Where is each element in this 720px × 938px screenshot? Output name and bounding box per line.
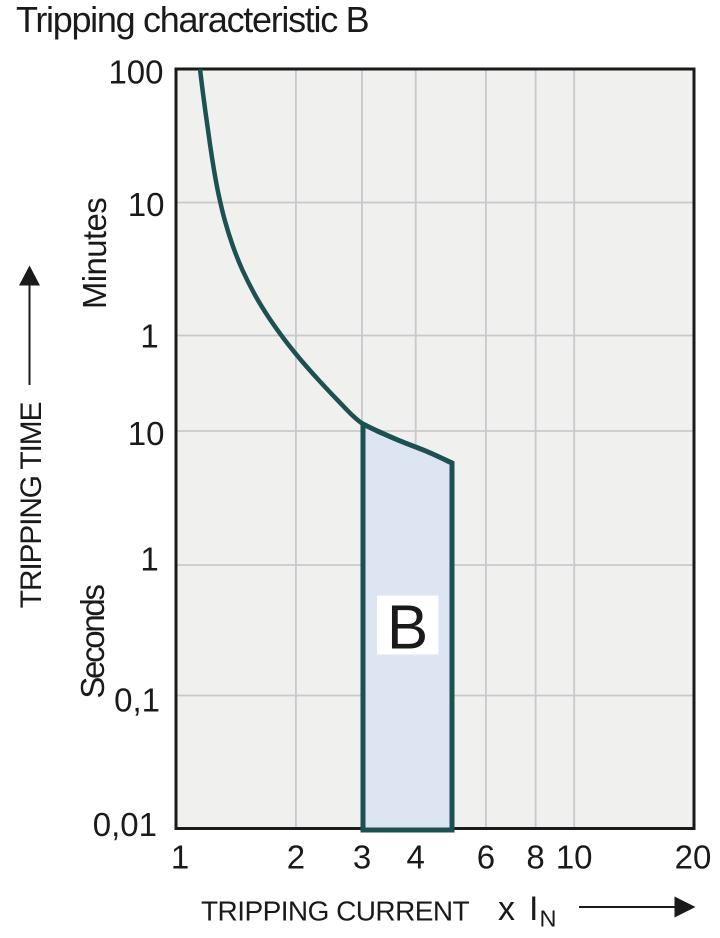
svg-text:I: I (529, 890, 538, 928)
svg-text:10: 10 (128, 186, 165, 223)
svg-text:1: 1 (140, 318, 158, 355)
svg-text:10: 10 (556, 839, 593, 876)
svg-text:100: 100 (108, 54, 163, 91)
svg-text:Seconds: Seconds (74, 585, 111, 699)
svg-text:1: 1 (140, 541, 158, 578)
svg-text:x: x (498, 890, 515, 928)
svg-text:B: B (387, 594, 428, 663)
svg-text:6: 6 (477, 839, 495, 876)
svg-text:Minutes: Minutes (76, 198, 113, 309)
svg-text:TRIPPING TIME: TRIPPING TIME (15, 403, 48, 609)
svg-text:Tripping characteristic B: Tripping characteristic B (16, 0, 369, 40)
svg-text:2: 2 (287, 839, 305, 876)
svg-text:TRIPPING CURRENT: TRIPPING CURRENT (201, 896, 470, 927)
svg-text:4: 4 (407, 839, 425, 876)
svg-text:N: N (540, 906, 557, 932)
svg-text:0,1: 0,1 (114, 682, 160, 719)
svg-text:8: 8 (526, 839, 544, 876)
svg-text:10: 10 (128, 415, 165, 452)
svg-text:20: 20 (675, 839, 712, 876)
svg-text:1: 1 (171, 839, 189, 876)
svg-text:0,01: 0,01 (93, 806, 157, 843)
svg-text:3: 3 (353, 839, 371, 876)
